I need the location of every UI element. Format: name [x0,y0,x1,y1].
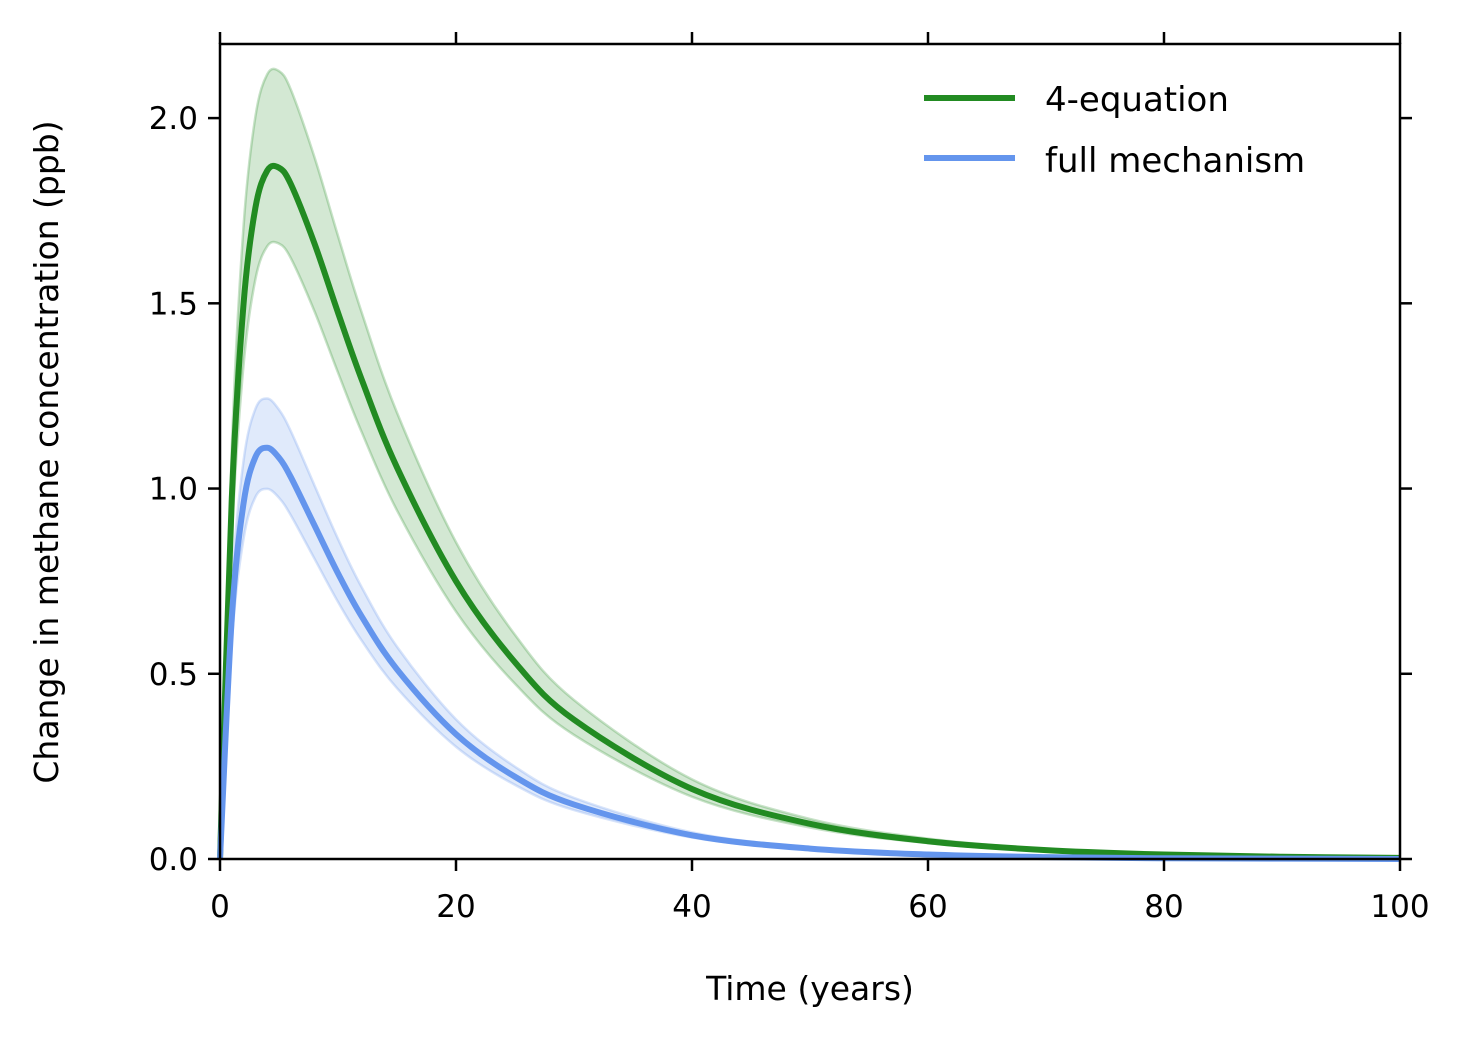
legend-label-full-mechanism: full mechanism [1045,141,1305,181]
x-axis-label: Time (years) [705,969,914,1008]
y-tick-label: 2.0 [149,101,198,137]
y-tick-label: 1.0 [149,472,198,508]
y-tick-label: 1.5 [149,286,198,322]
y-tick-label: 0.0 [149,842,198,878]
line-4-equation [217,162,1401,861]
x-tick-label: 60 [908,889,947,925]
x-tick-labels: 0 20 40 60 80 100 [210,889,1429,925]
y-axis-label: Change in methane concentration (ppb) [27,120,66,783]
plot-frame [218,42,1402,861]
series-lines [217,162,1401,862]
x-tick-label: 20 [436,889,475,925]
line-full-mechanism [217,444,1401,862]
x-tick-label: 0 [210,889,230,925]
y-tick-labels: 0.0 0.5 1.0 1.5 2.0 [149,101,198,878]
x-tick-label: 40 [672,889,711,925]
legend: 4-equation full mechanism [924,80,1305,181]
x-tick-label: 100 [1370,889,1429,925]
axis-ticks [208,32,1412,871]
x-tick-label: 80 [1144,889,1183,925]
y-tick-label: 0.5 [149,657,198,693]
legend-label-4-equation: 4-equation [1045,80,1229,120]
